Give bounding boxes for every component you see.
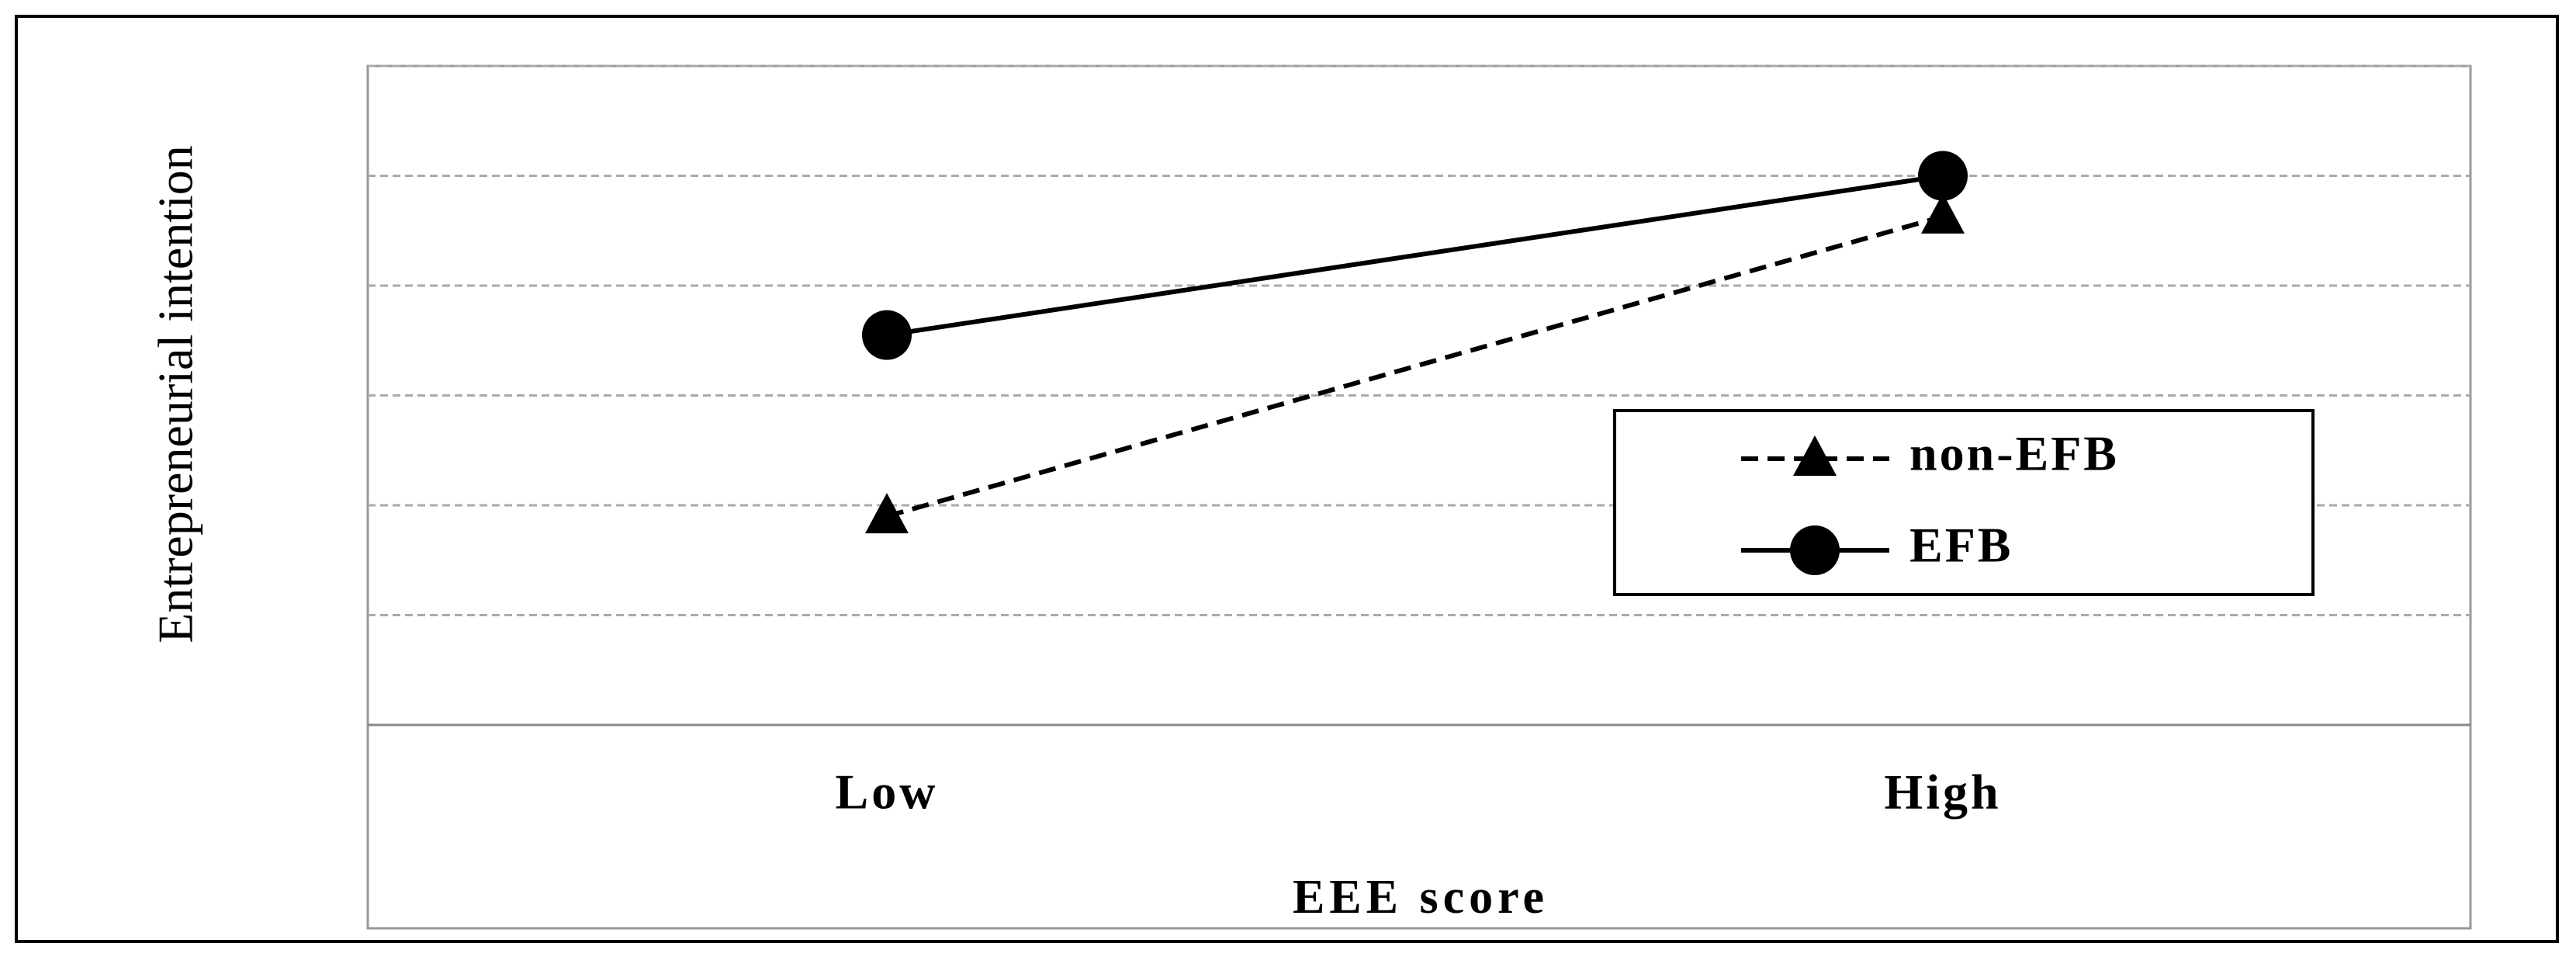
plot-area xyxy=(366,64,2472,930)
legend-label: EFB xyxy=(1909,518,2013,573)
x-tick-label: Low xyxy=(836,765,939,820)
point xyxy=(865,493,909,534)
legend-marker xyxy=(1790,525,1840,575)
legend-box xyxy=(1613,409,2315,596)
x-tick-label: High xyxy=(1884,765,2001,820)
y-axis-title: Entrepreneurial intention xyxy=(148,145,203,643)
point xyxy=(862,310,912,360)
legend-label: non-EFB xyxy=(1909,426,2119,481)
point xyxy=(1918,151,1968,201)
point xyxy=(1921,192,1965,234)
legend-marker xyxy=(1793,435,1837,476)
line xyxy=(886,173,1944,338)
x-axis-title: EEE score xyxy=(1293,871,1549,924)
